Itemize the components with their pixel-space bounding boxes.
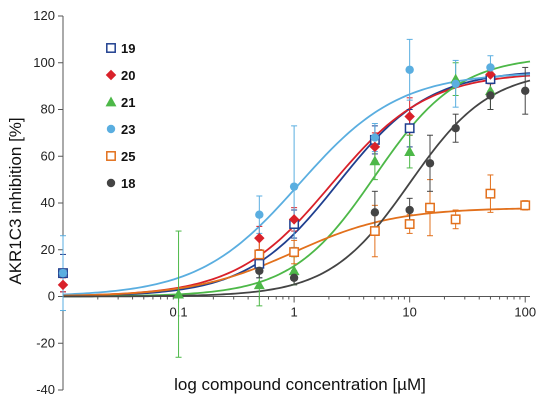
y-tick-label: 60 [41, 148, 55, 163]
y-tick-label: 0 [48, 289, 55, 304]
data-point-18 [425, 159, 435, 168]
x-tick-label: 100 [514, 305, 536, 320]
data-point-20 [288, 214, 300, 225]
data-point-25 [520, 200, 531, 211]
data-point-18 [255, 266, 264, 275]
data-point-20 [57, 279, 69, 291]
legend-marker-19 [106, 43, 116, 53]
legend-label-25: 25 [121, 149, 135, 164]
data-point-25 [254, 249, 265, 260]
x-axis-title: log compound concentration [µM] [174, 375, 426, 394]
legend-marker-20 [105, 69, 117, 81]
y-tick-label: 80 [41, 102, 55, 117]
data-points-layer [57, 63, 531, 299]
legend-label-18: 18 [121, 176, 135, 191]
data-point-23 [451, 79, 460, 88]
x-tick-label: 1 [290, 305, 297, 320]
data-point-18 [289, 273, 299, 282]
data-point-20 [254, 232, 265, 244]
data-point-25 [485, 188, 496, 199]
data-point-18 [521, 86, 530, 96]
data-point-23 [370, 133, 380, 142]
data-point-23 [289, 182, 299, 191]
y-tick-label: 40 [41, 195, 55, 210]
data-point-20 [369, 141, 381, 153]
data-point-21 [404, 146, 416, 156]
legend-marker-25 [106, 151, 116, 161]
data-point-20 [485, 69, 496, 80]
data-point-21 [253, 279, 265, 290]
y-tick-label: -40 [36, 382, 55, 397]
data-point-21 [288, 265, 300, 276]
data-point-23 [486, 63, 495, 72]
y-tick-label: -20 [36, 335, 55, 350]
data-point-21 [173, 288, 185, 299]
legend-marker-23 [106, 124, 116, 134]
legend-label-19: 19 [121, 41, 135, 56]
data-point-19 [404, 123, 415, 134]
data-point-23 [255, 210, 264, 219]
y-tick-label: 120 [33, 8, 55, 23]
data-point-18 [370, 208, 380, 217]
data-point-23 [405, 65, 414, 74]
x-tick-label: 10 [402, 305, 416, 320]
y-tick-label: 100 [33, 55, 55, 70]
data-point-25 [450, 214, 461, 225]
data-point-18 [486, 91, 495, 100]
data-point-18 [405, 205, 414, 215]
legend-label-21: 21 [121, 95, 135, 110]
legend-label-20: 20 [121, 68, 135, 83]
data-point-25 [369, 226, 380, 237]
legend-marker-18 [106, 178, 116, 188]
y-tick-label: 20 [41, 242, 55, 257]
y-axis-title: AKR1C3 inhibition [%] [6, 117, 25, 284]
data-point-25 [289, 247, 300, 258]
data-point-21 [369, 155, 381, 166]
legend-label-23: 23 [121, 122, 135, 137]
data-point-20 [404, 111, 415, 122]
legend: 19 20 21 23 25 18 [105, 41, 135, 191]
data-point-23 [58, 268, 68, 278]
data-point-18 [451, 124, 460, 133]
data-point-25 [425, 202, 435, 213]
data-point-25 [404, 219, 415, 229]
legend-marker-21 [105, 96, 117, 107]
